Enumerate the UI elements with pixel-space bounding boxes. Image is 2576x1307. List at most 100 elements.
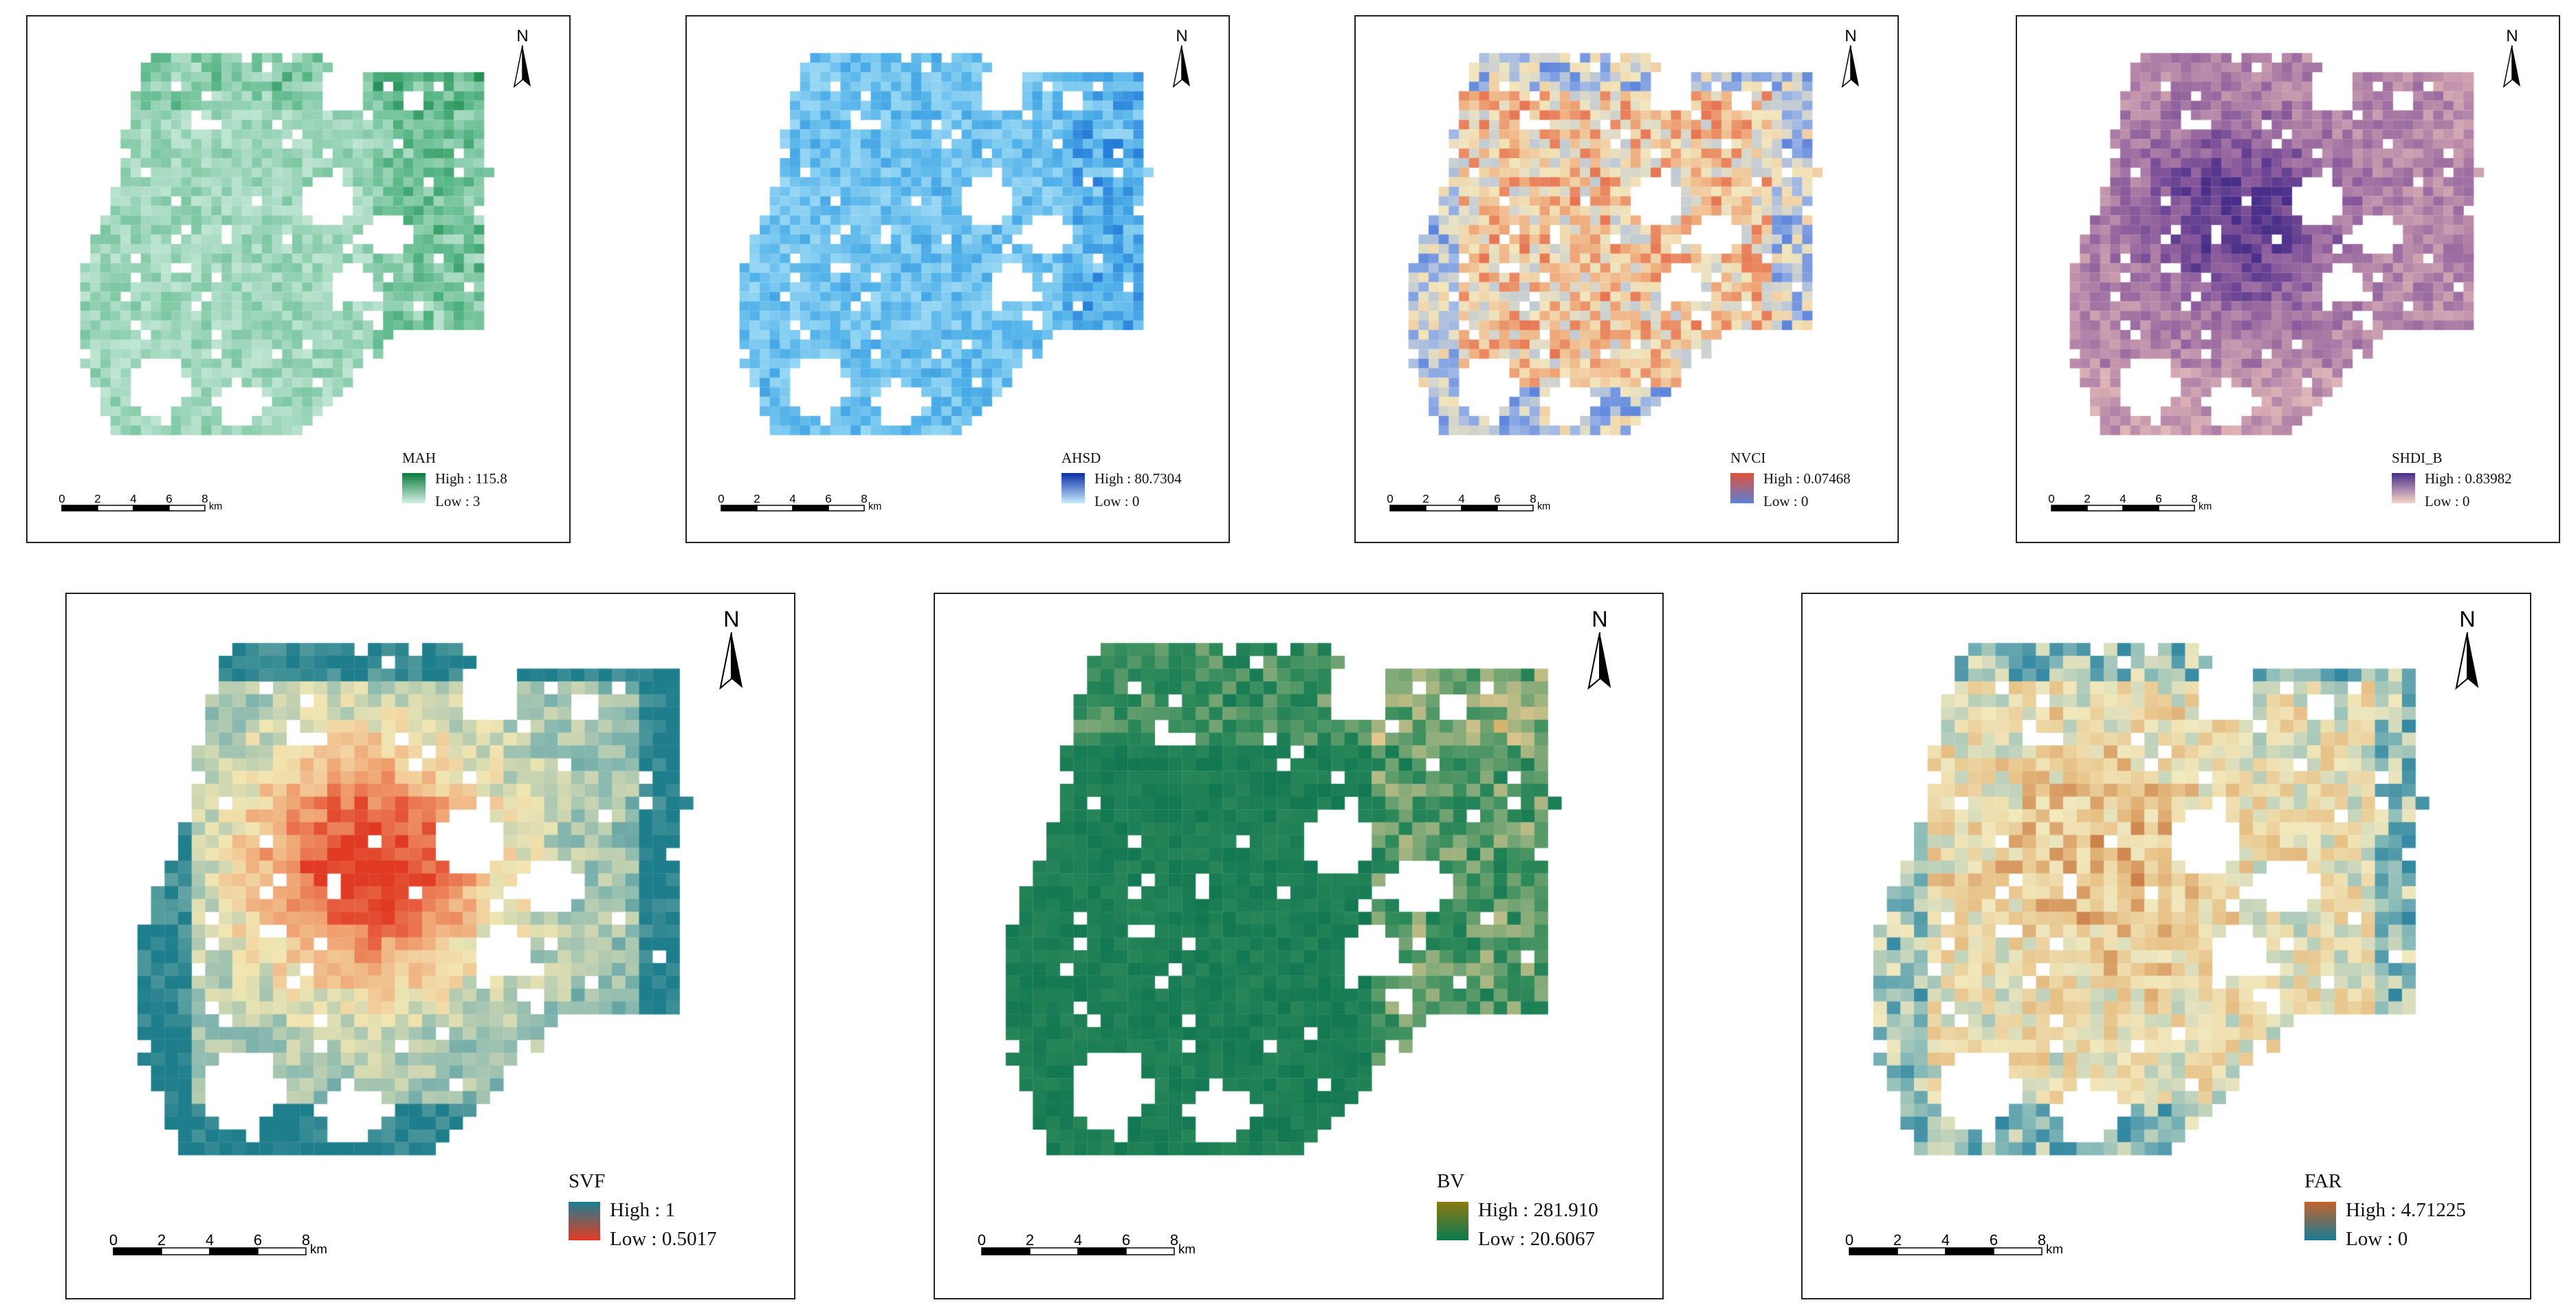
scale-tick-label: 0 [978, 1231, 986, 1249]
map-panel-nvci: N NVCI High : 0.07468 Low : 0 0 2 4 6 8 km [1354, 15, 1899, 543]
map-panel-mah: N MAH High : 115.8 Low : 3 0 2 4 6 8 km [26, 15, 571, 543]
scale-unit: km [2199, 501, 2212, 512]
scale-tick-label: 4 [1458, 492, 1464, 505]
north-label: N [1592, 607, 1607, 632]
legend-title: BV [1437, 1170, 1465, 1192]
map-raster-nvci [1356, 17, 1897, 542]
legend-high-label: High : 1 [610, 1199, 676, 1222]
legend-low-label: Low : 3 [435, 493, 481, 510]
north-label: N [2459, 607, 2475, 632]
scale-tick-label: 4 [1941, 1231, 1950, 1249]
scale-tick-label: 8 [2191, 492, 2197, 505]
legend-high-label: High : 4.71225 [2346, 1199, 2466, 1222]
legend-nvci: NVCI High : 0.07468 Low : 0 [1730, 450, 1895, 525]
scale-unit: km [310, 1242, 327, 1256]
legend-title: SVF [569, 1170, 606, 1192]
legend-low-label: Low : 0 [2425, 493, 2470, 510]
scale-tick-label: 2 [157, 1231, 166, 1249]
legend-low-label: Low : 20.6067 [1478, 1228, 1595, 1251]
legend-color-ramp [569, 1202, 600, 1241]
scale-bar-bv: 0 2 4 6 8 km [978, 1230, 1202, 1256]
north-arrow-mah: N [509, 26, 536, 95]
map-panel-svf: N SVF High : 1 Low : 0.5017 0 2 4 6 8 km [65, 593, 795, 1299]
legend-far: FAR High : 4.71225 Low : 0 [2304, 1170, 2524, 1273]
scale-tick-label: 6 [2155, 492, 2161, 505]
legend-high-label: High : 0.07468 [1763, 470, 1851, 487]
map-raster-far [1803, 594, 2530, 1298]
scale-tick-label: 8 [201, 492, 208, 505]
north-arrow-bv: N [1581, 606, 1618, 699]
legend-high-label: High : 80.7304 [1094, 470, 1182, 487]
legend-low-label: Low : 0 [2346, 1228, 2408, 1251]
legend-high-label: High : 281.910 [1478, 1199, 1598, 1222]
scale-tick-label: 8 [1530, 492, 1536, 505]
north-arrow-far: N [2449, 606, 2486, 699]
map-panel-ahsd: N AHSD High : 80.7304 Low : 0 0 2 4 6 8 km [685, 15, 1230, 543]
legend-low-label: Low : 0 [1094, 493, 1140, 510]
legend-low-label: Low : 0 [1763, 493, 1809, 510]
scale-tick-label: 0 [2048, 492, 2054, 505]
north-label: N [723, 607, 739, 632]
scale-tick-label: 6 [1990, 1231, 1998, 1249]
scale-tick-label: 0 [58, 492, 65, 505]
scale-unit: km [1537, 501, 1550, 512]
scale-tick-label: 2 [1893, 1231, 1902, 1249]
scale-tick-label: 8 [861, 492, 867, 505]
legend-title: FAR [2304, 1170, 2342, 1192]
north-label: N [1845, 27, 1856, 45]
scale-tick-label: 2 [1422, 492, 1429, 505]
scale-tick-label: 2 [94, 492, 100, 505]
scale-tick-label: 0 [1845, 1231, 1853, 1249]
north-label: N [516, 27, 528, 45]
scale-unit: km [2046, 1242, 2063, 1256]
scale-bar-shdi-b: 0 2 4 6 8 km [2048, 491, 2222, 512]
legend-high-label: High : 0.83982 [2425, 470, 2512, 487]
scale-tick-label: 6 [1122, 1231, 1130, 1249]
scale-tick-label: 8 [2038, 1231, 2046, 1249]
scale-tick-label: 4 [789, 492, 795, 505]
map-panel-shdi-b: N SHDI_B High : 0.83982 Low : 0 0 2 4 6 8 km [2016, 15, 2560, 543]
scale-tick-label: 0 [109, 1231, 118, 1249]
scale-bar-mah: 0 2 4 6 8 km [58, 491, 232, 512]
north-arrow-shdi-b: N [2498, 26, 2526, 95]
scale-unit: km [868, 501, 881, 512]
legend-title: AHSD [1061, 450, 1101, 466]
scale-tick-label: 6 [1494, 492, 1500, 505]
scale-tick-label: 4 [1074, 1231, 1082, 1249]
legend-color-ramp [402, 472, 426, 503]
legend-color-ramp [2304, 1202, 2336, 1241]
scale-tick-label: 6 [825, 492, 831, 505]
legend-mah: MAH High : 115.8 Low : 3 [402, 450, 567, 525]
scale-tick-label: 4 [130, 492, 136, 505]
north-arrow-nvci: N [1837, 26, 1864, 95]
legend-title: MAH [402, 450, 437, 466]
scale-unit: km [209, 501, 222, 512]
map-panel-far: N FAR High : 4.71225 Low : 0 0 2 4 6 8 km [1801, 593, 2531, 1299]
scale-bar-nvci: 0 2 4 6 8 km [1387, 491, 1561, 512]
north-label: N [1176, 27, 1187, 45]
legend-color-ramp [2392, 472, 2415, 503]
scale-tick-label: 8 [302, 1231, 310, 1249]
map-raster-shdi-b [2017, 17, 2559, 542]
legend-shdi-b: SHDI_B High : 0.83982 Low : 0 [2392, 450, 2557, 525]
scale-tick-label: 0 [718, 492, 724, 505]
scale-tick-label: 2 [753, 492, 760, 505]
scale-tick-label: 6 [254, 1231, 262, 1249]
legend-svf: SVF High : 1 Low : 0.5017 [569, 1170, 789, 1273]
legend-low-label: Low : 0.5017 [610, 1228, 717, 1251]
legend-high-label: High : 115.8 [435, 470, 507, 487]
scale-tick-label: 2 [2084, 492, 2090, 505]
scale-bar-ahsd: 0 2 4 6 8 km [718, 491, 892, 512]
north-label: N [2506, 27, 2518, 45]
north-arrow-ahsd: N [1168, 26, 1196, 95]
scale-unit: km [1178, 1242, 1196, 1256]
legend-title: SHDI_B [2392, 450, 2443, 466]
scale-tick-label: 6 [166, 492, 172, 505]
scale-tick-label: 4 [2120, 492, 2126, 505]
map-raster-bv [935, 594, 1662, 1298]
legend-ahsd: AHSD High : 80.7304 Low : 0 [1061, 450, 1226, 525]
scale-bar-svf: 0 2 4 6 8 km [109, 1230, 333, 1256]
scale-tick-label: 4 [206, 1231, 214, 1249]
map-raster-svf [67, 594, 794, 1298]
map-raster-ahsd [687, 17, 1229, 542]
